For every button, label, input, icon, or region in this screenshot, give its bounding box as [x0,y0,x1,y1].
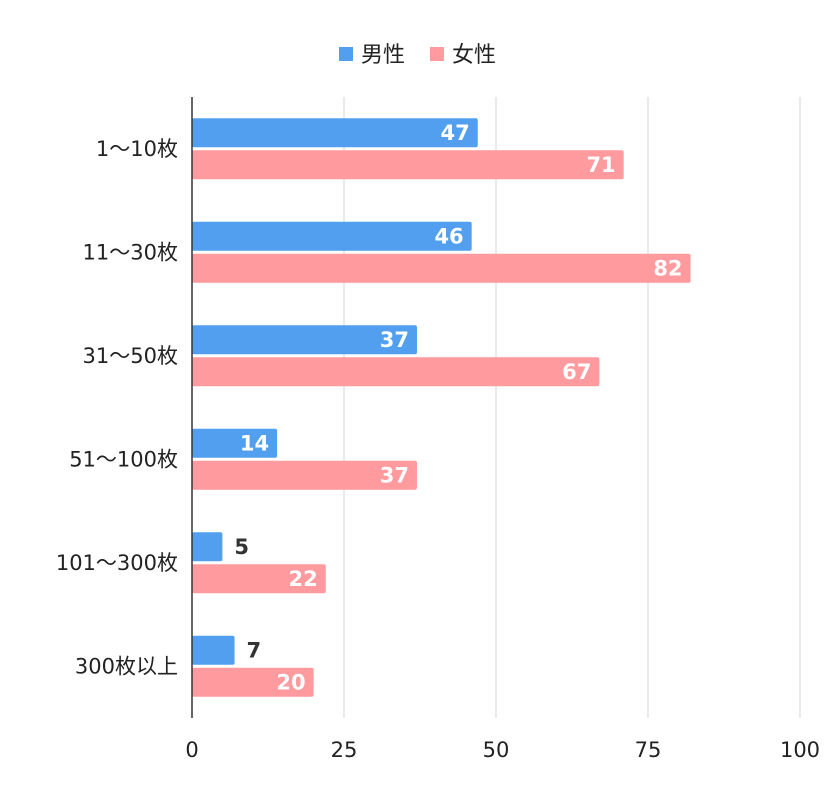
x-tick-label: 100 [780,738,820,762]
bar-female [192,150,624,180]
category-label: 51〜100枚 [69,447,178,471]
category-label: 300枚以上 [75,654,178,678]
category-label: 31〜50枚 [83,344,178,368]
bar-male [192,532,223,562]
data-label: 47 [441,121,470,145]
bar-female [192,357,600,387]
x-axis-ticks: 0 25 50 75 100 [185,738,820,762]
legend-label: 男性 [361,43,405,68]
bar-male [192,325,417,355]
data-label: 67 [562,360,591,384]
x-tick-label: 75 [635,738,662,762]
category-label: 1〜10枚 [96,137,178,161]
category-label: 11〜30枚 [83,240,178,264]
legend-swatch [430,47,444,61]
data-label: 5 [234,535,249,559]
bars: 47 71 46 82 37 67 14 37 5 22 7 20 [192,118,691,697]
category-labels: 1〜10枚 11〜30枚 31〜50枚 51〜100枚 101〜300枚 300枚以上 [56,137,178,679]
bar-female [192,253,691,283]
data-label: 46 [434,224,463,248]
data-label: 37 [380,463,409,487]
bar-female [192,460,417,490]
bar-female [192,667,314,697]
bar-male [192,221,472,251]
data-label: 37 [380,328,409,352]
legend: 男性 女性 [339,43,496,68]
grid-lines [343,97,801,718]
data-label: 82 [653,256,682,280]
x-tick-label: 25 [331,738,358,762]
data-label: 20 [276,670,305,694]
legend-swatch [339,47,353,61]
data-label: 14 [240,431,269,455]
data-label: 7 [247,638,262,662]
bar-male [192,635,235,665]
x-tick-label: 0 [185,738,198,762]
data-label: 71 [586,153,615,177]
bar-male [192,428,278,458]
legend-label: 女性 [452,43,496,68]
category-label: 101〜300枚 [56,551,178,575]
x-tick-label: 50 [483,738,510,762]
bar-female [192,564,326,594]
bar-male [192,118,478,148]
data-label: 22 [289,567,318,591]
